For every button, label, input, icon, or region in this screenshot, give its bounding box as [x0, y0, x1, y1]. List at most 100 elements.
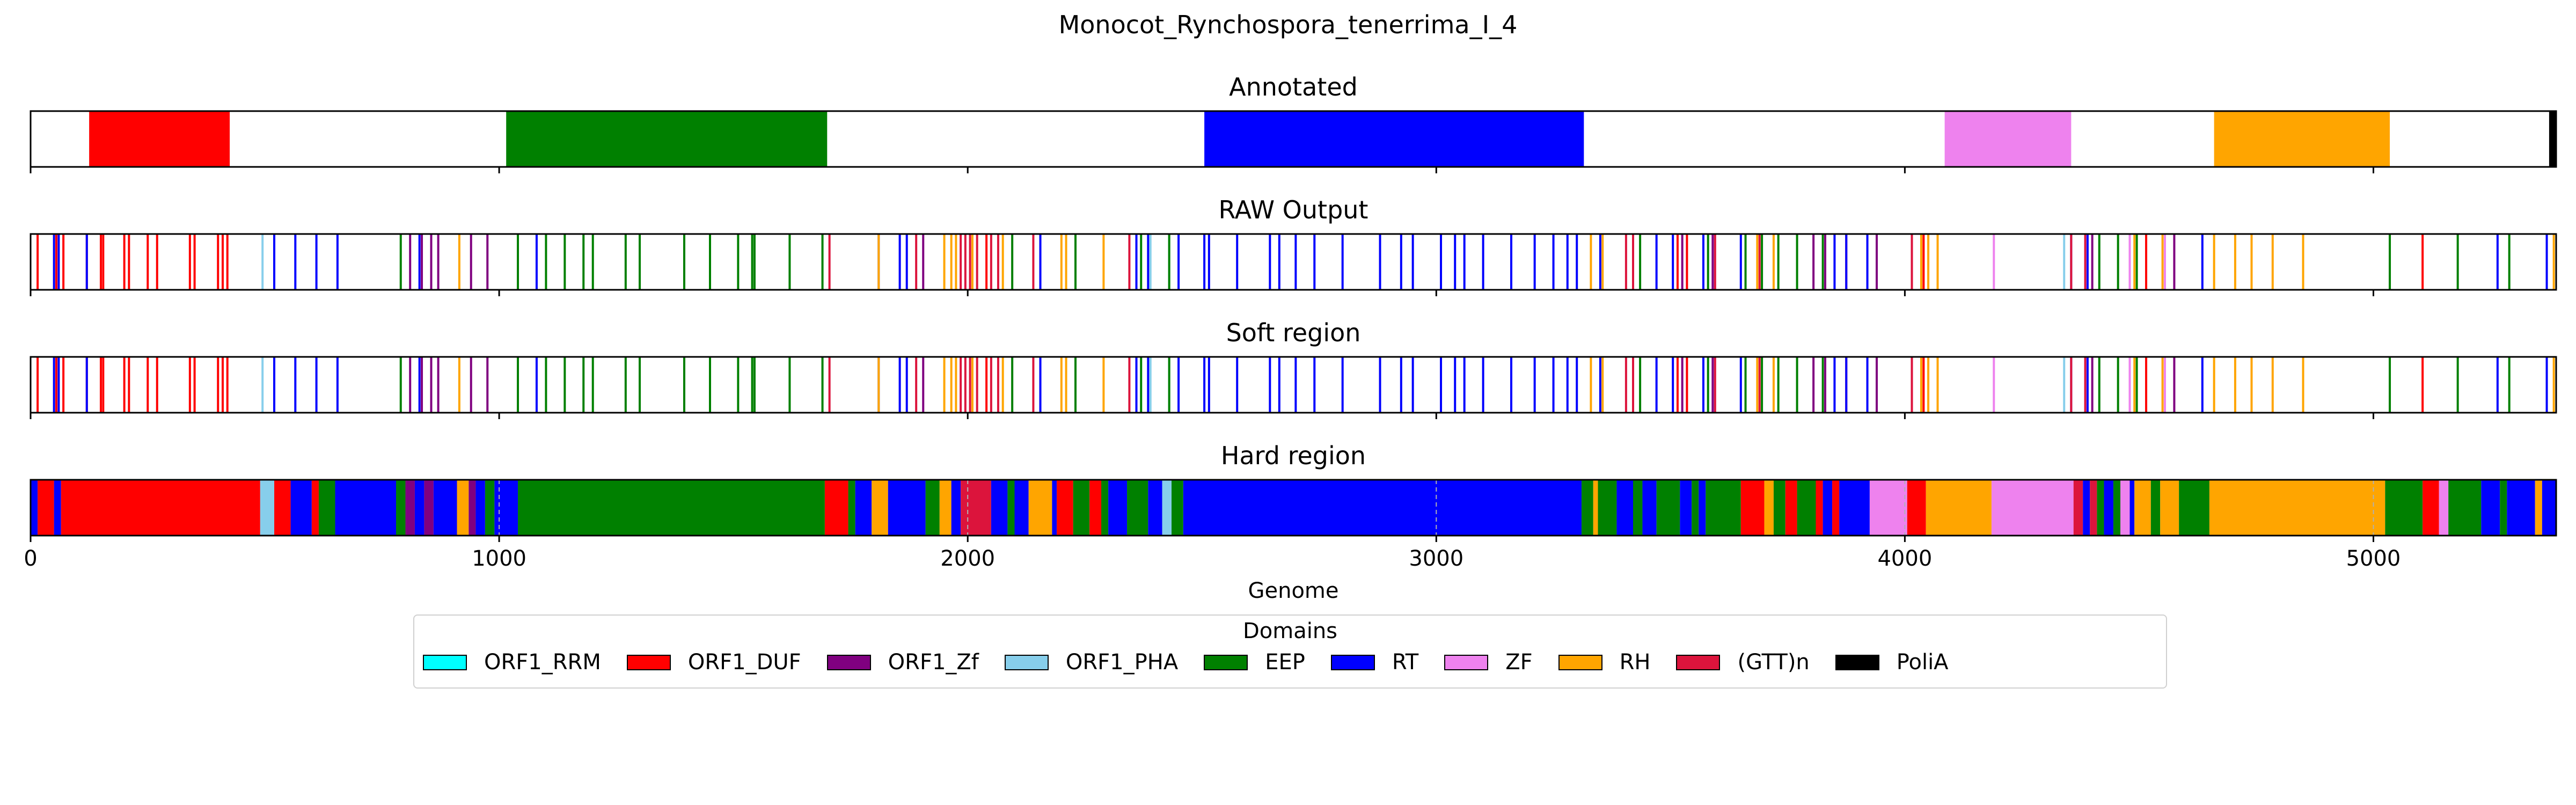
segment-rt	[433, 480, 457, 536]
segment-orf1-duf	[311, 480, 319, 536]
legend-item-orf1-zf: ORF1_Zf	[826, 650, 979, 675]
segment-zf	[1869, 480, 1907, 536]
segment-eep	[1598, 480, 1617, 536]
segment-rt	[1839, 480, 1870, 536]
legend-label: ORF1_PHA	[1065, 650, 1179, 675]
tick-labels-hard-region: 0 1000 2000 3000 4000 5000	[24, 546, 2401, 571]
segment-rh	[2535, 480, 2542, 536]
segment-orf1-duf	[1907, 480, 1926, 536]
legend-swatch	[1558, 654, 1602, 670]
segment-rt	[1616, 480, 1633, 536]
panel-title-hard-region: Hard region	[1221, 441, 1366, 470]
segment-rh	[457, 480, 469, 536]
segment-rt	[1699, 480, 1706, 536]
segment-orf1-duf	[824, 480, 848, 536]
segment-rt	[1680, 480, 1692, 536]
segment-eep	[518, 480, 825, 536]
segment-eep	[1797, 480, 1816, 536]
segment-eep	[1656, 480, 1680, 536]
track-frame-soft-region	[30, 356, 2557, 414]
segment-rt	[855, 480, 872, 536]
track-frame-hard-region	[30, 479, 2557, 537]
legend-label: ORF1_RRM	[484, 650, 601, 675]
segment-eep	[2500, 480, 2507, 536]
segment-eep	[1127, 480, 1148, 536]
segment-rt	[2507, 480, 2535, 536]
segment-orf1-duf	[2423, 480, 2439, 536]
legend-label: PoliA	[1896, 650, 1949, 675]
track-frame-annotated	[30, 110, 2557, 168]
panel-annotated: Annotated	[30, 72, 2557, 173]
segment-rh	[1593, 480, 1598, 536]
segment-orf1-pha	[1162, 480, 1172, 536]
legend-item-zf: ZF	[1444, 650, 1533, 675]
legend-item-rt: RT	[1330, 650, 1419, 675]
legend-item-orf1-rrm: ORF1_RRM	[423, 650, 601, 675]
segment-rt	[951, 480, 961, 536]
segment-zf	[1991, 480, 2074, 536]
segment-eep	[2385, 480, 2423, 536]
legend-item-polia: PoliA	[1835, 650, 1949, 675]
legend-swatch	[1204, 654, 1248, 670]
legend-label: ORF1_DUF	[687, 650, 801, 675]
segment-eep	[396, 480, 406, 536]
segment-gtt-n	[961, 480, 991, 536]
segment-rt	[290, 480, 312, 536]
segment-eep	[1633, 480, 1643, 536]
segment-rt	[991, 480, 1008, 536]
legend-title: Domains	[1242, 619, 1338, 643]
segment-rt	[2481, 480, 2500, 536]
segment-rh	[939, 480, 952, 536]
track-soft-region	[36, 357, 2555, 413]
legend-item-orf1-duf: ORF1_DUF	[626, 650, 801, 675]
panel-soft-region: Soft region	[30, 318, 2557, 419]
segment-orf1-duf	[1740, 480, 1765, 536]
segment-rt	[335, 480, 397, 536]
grid-hard-region	[499, 480, 2374, 536]
x-tick-label: 0	[24, 546, 37, 571]
panel-raw-output: RAW Output	[30, 195, 2557, 296]
segment-gtt-n	[2090, 480, 2097, 536]
segment-rt	[2083, 480, 2090, 536]
legend-swatch	[1444, 654, 1489, 670]
segment-eep	[1007, 480, 1015, 536]
segment-orf1-zf	[469, 480, 476, 536]
segment-rt	[1183, 480, 1582, 536]
segment-rt	[2542, 480, 2556, 536]
segment-orf1-pha	[260, 480, 275, 536]
legend-swatch	[423, 654, 467, 670]
segment-rh	[2214, 111, 2390, 167]
segment-rt	[414, 480, 425, 536]
segment-rt	[1052, 480, 1057, 536]
segment-eep	[1706, 480, 1741, 536]
track-hard-region	[31, 480, 2556, 536]
segment-eep	[1171, 480, 1183, 536]
figure-title: Monocot_Rynchospora_tenerrima_I_4	[1059, 10, 1518, 39]
panel-title-annotated: Annotated	[1229, 72, 1358, 101]
segment-eep	[2448, 480, 2482, 536]
segment-orf1-duf	[1785, 480, 1797, 536]
segment-orf1-duf	[1089, 480, 1102, 536]
segment-zf	[1944, 111, 2072, 167]
segment-eep	[925, 480, 940, 536]
x-tick-label: 4000	[1877, 546, 1932, 571]
segment-polia	[2549, 111, 2556, 167]
ticks-hard-region	[30, 536, 2374, 542]
panel-title-soft-region: Soft region	[1226, 318, 1361, 347]
segment-orf1-duf	[89, 111, 230, 167]
segment-rt	[54, 480, 61, 536]
legend-swatch	[626, 654, 671, 670]
track-frame-raw-output	[30, 233, 2557, 291]
segment-eep	[2097, 480, 2104, 536]
segment-rt	[31, 480, 38, 536]
segment-rt	[2129, 480, 2135, 536]
segment-gtt-n	[2073, 480, 2083, 536]
segment-eep	[318, 480, 335, 536]
x-tick-label: 2000	[940, 546, 995, 571]
legend-label: ORF1_Zf	[888, 650, 979, 675]
x-axis-label: Genome	[1248, 579, 1338, 603]
segment-orf1-duf	[1816, 480, 1823, 536]
legend-label: RT	[1392, 650, 1419, 675]
segment-eep	[1581, 480, 1593, 536]
